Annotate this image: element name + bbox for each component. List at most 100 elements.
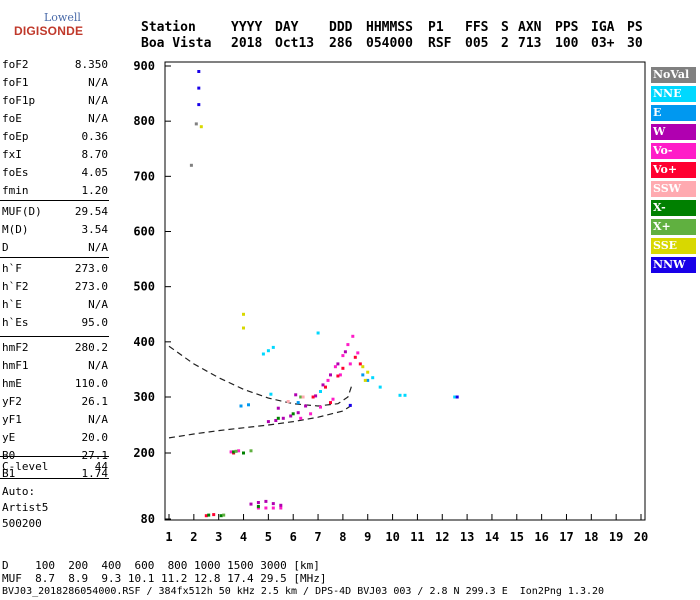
param-name: D — [2, 241, 9, 254]
footer-distance-row: D 100 200 400 600 800 1000 1500 3000 [km… — [2, 559, 320, 572]
param-value: 3.54 — [81, 223, 109, 236]
echo-point — [403, 393, 407, 397]
divider — [0, 257, 109, 258]
header-label-p1: P1 — [428, 20, 444, 35]
echo-point — [194, 122, 198, 126]
param-name: C-level — [2, 460, 49, 473]
header-label-ddd: DDD — [329, 20, 353, 35]
echo-point — [296, 411, 300, 415]
x-tick-label: 14 — [485, 530, 499, 544]
param-name: h`E — [2, 298, 22, 311]
param-value: 29.54 — [74, 205, 108, 218]
echo-point — [341, 354, 345, 358]
divider — [0, 478, 109, 479]
param-name: B0 — [2, 449, 16, 462]
param-value: 280.2 — [74, 341, 108, 354]
echo-point — [256, 506, 260, 510]
param-name: M(D) — [2, 223, 29, 236]
param-value: N/A — [88, 76, 108, 89]
echo-point — [261, 352, 265, 356]
echo-point — [314, 394, 318, 398]
echo-point — [353, 355, 357, 359]
y-tick-label: 400 — [133, 335, 155, 349]
echo-point — [271, 345, 275, 349]
echo-point — [204, 514, 208, 518]
legend-item-x-minus: X- — [651, 200, 696, 216]
y-axis: 80 200 300 400 500 600 700 800 900 — [133, 59, 171, 526]
param-value: 1.74 — [81, 467, 109, 480]
echo-point — [304, 404, 308, 408]
param-value: 8.70 — [81, 148, 109, 161]
param-row: M(D) 3.54 — [2, 223, 108, 241]
param-value: 95.0 — [81, 316, 109, 329]
x-tick-label: 3 — [215, 530, 222, 544]
echo-point — [237, 449, 241, 453]
header-label-axn: AXN — [518, 20, 542, 35]
echo-point — [296, 401, 300, 405]
header-label-yyyy: YYYY — [231, 20, 263, 35]
y-tick-label: 500 — [133, 280, 155, 294]
echo-point — [199, 125, 203, 129]
x-tick-label: 10 — [385, 530, 399, 544]
echo-point — [319, 390, 322, 393]
param-value: 27.1 — [81, 449, 109, 462]
legend-item-nne: NNE — [651, 86, 696, 102]
footer-file-info: BVJ03_2018286054000.RSF / 384fx512h 50 k… — [2, 586, 605, 597]
param-name: h`F2 — [2, 280, 29, 293]
param-row: foF1p N/A — [2, 94, 108, 112]
param-name: MUF(D) — [2, 205, 42, 218]
echo-point — [378, 385, 382, 389]
footer-muf-row: MUF 8.7 8.9 9.3 10.1 11.2 12.8 17.4 29.5… — [2, 572, 327, 585]
header-label-day: DAY — [275, 20, 299, 35]
header-label-station: Station — [141, 20, 196, 35]
header-label-pps: PPS — [555, 20, 579, 35]
param-row: foE N/A — [2, 112, 108, 130]
echo-point — [264, 506, 268, 510]
echo-point — [197, 103, 201, 107]
auto-code: 500200 — [2, 517, 42, 530]
echo-point — [242, 312, 245, 316]
param-value: 4.05 — [81, 166, 109, 179]
echo-point — [366, 378, 370, 382]
echo-point — [333, 365, 337, 369]
echo-point — [316, 331, 320, 335]
param-row: foF2 8.350 — [2, 58, 108, 76]
param-value: N/A — [88, 241, 108, 254]
echo-point — [232, 450, 236, 454]
echo-points — [189, 70, 459, 518]
echo-point — [343, 350, 347, 354]
echo-point — [329, 373, 332, 377]
y-tick-label: 900 — [133, 59, 155, 73]
param-row: yF1 N/A — [2, 413, 108, 431]
param-name: fxI — [2, 148, 22, 161]
param-row: B1 1.74 — [2, 467, 108, 485]
param-name: h`F — [2, 262, 22, 275]
echo-point — [348, 362, 352, 366]
param-name: foF2 — [2, 58, 29, 71]
echo-point — [363, 378, 367, 382]
param-row: fxI 8.70 — [2, 148, 108, 166]
param-name: foEs — [2, 166, 29, 179]
header-value-s: 2 — [501, 36, 509, 51]
echo-point — [371, 376, 375, 380]
echo-point — [346, 343, 350, 347]
echo-point — [266, 349, 270, 353]
x-tick-label: 4 — [240, 530, 247, 544]
echo-point — [242, 451, 245, 455]
echo-point — [361, 373, 365, 377]
param-value: N/A — [88, 413, 108, 426]
param-value: 110.0 — [74, 377, 108, 390]
header-label-s: S — [501, 20, 509, 35]
header-value-hhmmss: 054000 — [366, 36, 413, 51]
x-tick-label: 9 — [364, 530, 371, 544]
x-tick-label: 17 — [559, 530, 573, 544]
x-tick-label: 1 — [165, 530, 172, 544]
param-row: D N/A — [2, 241, 108, 259]
profile-lines — [168, 345, 353, 439]
echo-point — [326, 378, 330, 382]
param-name: yF1 — [2, 413, 22, 426]
param-row: foF1 N/A — [2, 76, 108, 94]
x-tick-label: 20 — [634, 530, 648, 544]
